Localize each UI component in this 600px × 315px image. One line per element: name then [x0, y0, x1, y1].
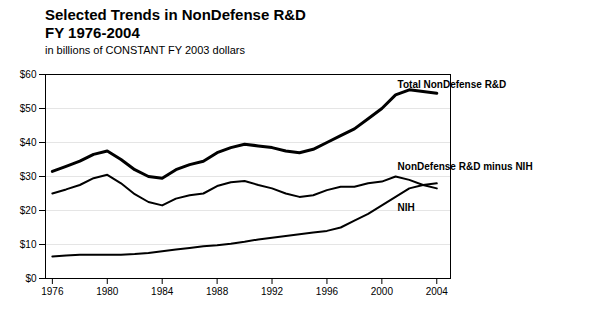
- svg-text:NonDefense R&D minus NIH: NonDefense R&D minus NIH: [398, 161, 533, 172]
- svg-text:1984: 1984: [151, 286, 174, 297]
- svg-text:2000: 2000: [371, 286, 394, 297]
- svg-text:$30: $30: [20, 171, 37, 182]
- svg-text:1992: 1992: [261, 286, 284, 297]
- svg-text:2004: 2004: [426, 286, 449, 297]
- svg-text:$20: $20: [20, 205, 37, 216]
- svg-text:$40: $40: [20, 137, 37, 148]
- svg-text:$50: $50: [20, 103, 37, 114]
- svg-text:$0: $0: [25, 273, 37, 284]
- svg-text:$10: $10: [20, 239, 37, 250]
- html-text:Selected Trends in NonDefense: Selected Trends in NonDefense R&D: [45, 6, 306, 23]
- svg-text:1976: 1976: [41, 286, 64, 297]
- html-text:FY 1976-2004: FY 1976-2004: [45, 24, 140, 41]
- svg-text:Total NonDefense R&D: Total NonDefense R&D: [398, 79, 507, 90]
- svg-text:NIH: NIH: [398, 202, 415, 213]
- svg-text:1988: 1988: [206, 286, 229, 297]
- svg-text:1996: 1996: [316, 286, 339, 297]
- html-text:in billions of CONSTANT FY 200: in billions of CONSTANT FY 2003 dollars: [45, 44, 245, 56]
- svg-text:$60: $60: [20, 69, 37, 80]
- svg-text:1980: 1980: [96, 286, 119, 297]
